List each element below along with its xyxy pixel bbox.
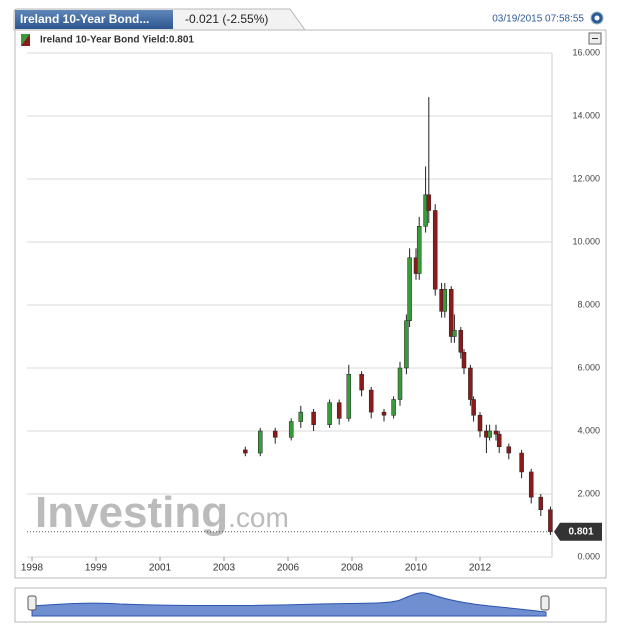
- candle-body: [493, 430, 499, 435]
- watermark-suffix: .com: [228, 502, 289, 533]
- candle-body: [311, 411, 316, 425]
- candle-body: [506, 446, 512, 454]
- y-tick-label: 14.000: [572, 110, 600, 120]
- candle-body: [404, 320, 409, 369]
- candle-body: [471, 399, 476, 416]
- watermark-brand: Investing: [35, 488, 228, 537]
- y-tick-label: 16.000: [572, 47, 600, 57]
- candle-body: [468, 367, 473, 400]
- x-tick-label: 1998: [21, 563, 44, 574]
- last-price-tag: [554, 522, 602, 541]
- candle-body: [416, 226, 422, 274]
- candle-body: [538, 496, 544, 510]
- x-tick-label: 2003: [213, 563, 236, 574]
- x-tick-label: 2012: [469, 563, 492, 574]
- candle-body: [496, 433, 502, 447]
- navigator-handle-right[interactable]: [540, 595, 550, 611]
- candle-body: [346, 374, 352, 419]
- x-tick-label: 2008: [341, 563, 364, 574]
- candle-body: [272, 430, 278, 438]
- candle-body: [448, 289, 454, 337]
- candle-body: [397, 367, 403, 400]
- watermark: Investing.com: [35, 488, 289, 537]
- plot: 0.000 2.000 4.000 6.000 8.000 10.000 12.000 14.…: [21, 47, 602, 574]
- navigator-area: [31, 592, 547, 617]
- y-tick-label: 12.000: [572, 173, 600, 183]
- candle-body: [407, 257, 412, 321]
- x-tick-label: 2010: [405, 563, 428, 574]
- candle-body: [298, 411, 304, 422]
- x-tick-label: 2001: [149, 563, 172, 574]
- last-price-label: 0.801: [568, 526, 593, 537]
- legend-swatch-down: [21, 34, 30, 46]
- candle-body: [426, 194, 432, 211]
- candle-body: [442, 289, 448, 312]
- candle-body: [327, 402, 332, 425]
- candle-body: [432, 210, 438, 290]
- candle-body: [477, 415, 483, 432]
- settings-dot: [594, 15, 600, 21]
- x-tick-label: 1999: [85, 563, 108, 574]
- candle-body: [359, 374, 364, 391]
- y-tick-label: 10.000: [572, 236, 600, 246]
- candle-body: [288, 421, 294, 438]
- candle-body: [548, 509, 553, 533]
- candle-body: [519, 452, 524, 473]
- x-tick-label: 2006: [277, 563, 300, 574]
- candle-body: [458, 329, 464, 353]
- candle-body: [368, 389, 374, 413]
- candle-body: [487, 430, 492, 438]
- candle-body: [452, 329, 457, 337]
- y-tick-label: 6.000: [577, 362, 600, 372]
- candle-body: [258, 430, 263, 454]
- y-tick-label: 0.000: [577, 551, 600, 561]
- candle-body: [336, 402, 342, 419]
- candle-body: [528, 471, 534, 498]
- y-tick-label: 2.000: [577, 488, 600, 498]
- change: -0.021 (-2.55%): [185, 12, 268, 26]
- candle-body: [381, 411, 387, 416]
- chart-frame: [14, 29, 607, 579]
- navigator-handle-left[interactable]: [27, 595, 37, 611]
- timestamp: 03/19/2015 07:58:55: [492, 14, 584, 25]
- tab[interactable]: [15, 10, 173, 29]
- y-tick-label: 4.000: [577, 425, 600, 435]
- candle-body: [461, 352, 467, 369]
- tab-title[interactable]: Ireland 10-Year Bond...: [20, 12, 149, 26]
- candle-body: [243, 449, 248, 454]
- legend: Ireland 10-Year Bond Yield:0.801: [40, 35, 194, 46]
- y-tick-label: 8.000: [577, 299, 600, 309]
- candle-body: [391, 399, 396, 416]
